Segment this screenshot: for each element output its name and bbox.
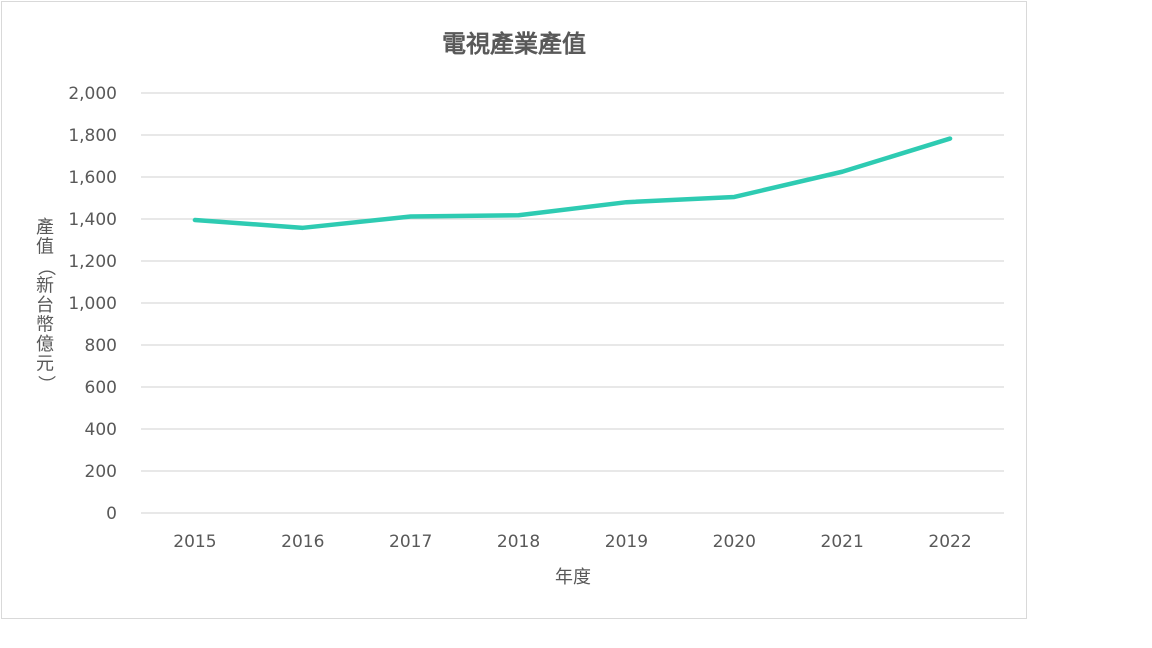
series-line: [192, 136, 953, 231]
y-axis-label-char: 幣: [36, 315, 54, 336]
chart-frame: [1, 1, 1027, 619]
y-axis-label-char: 元: [36, 354, 54, 375]
x-tick-label: 2016: [281, 532, 324, 552]
x-tick-label: 2020: [713, 532, 756, 552]
x-axis-ticks: 2015 2016 2017 2018 2019 2020 2021 2022: [173, 532, 971, 552]
y-axis-label-char: 值: [36, 237, 54, 258]
chart-title: 電視產業產值: [442, 30, 586, 58]
y-tick-label: 400: [85, 420, 117, 440]
x-tick-label: 2017: [389, 532, 432, 552]
y-tick-label: 1,200: [68, 252, 117, 272]
y-axis-ticks: 0 200 400 600 800 1,000 1,200 1,400 1,600 1,800 2,…: [68, 84, 117, 524]
y-tick-label: 1,400: [68, 210, 117, 230]
series-group: [192, 136, 953, 231]
y-axis-label-char: 新: [36, 276, 54, 297]
y-axis-label-char: ）: [35, 375, 56, 393]
x-tick-label: 2018: [497, 532, 540, 552]
y-tick-label: 200: [85, 462, 117, 482]
y-tick-label: 1,000: [68, 294, 117, 314]
y-axis-label-char: 億: [36, 334, 54, 355]
y-tick-label: 600: [85, 378, 117, 398]
y-tick-label: 800: [85, 336, 117, 356]
x-tick-label: 2019: [605, 532, 648, 552]
y-tick-label: 0: [106, 504, 117, 524]
y-axis-label-char: 產: [36, 217, 54, 238]
x-axis-label: 年度: [555, 567, 591, 588]
x-tick-label: 2015: [173, 532, 216, 552]
gridlines: [141, 92, 1004, 514]
y-axis-label-char: （: [35, 258, 56, 276]
x-tick-label: 2022: [928, 532, 971, 552]
y-axis-label-char: 台: [36, 295, 54, 316]
y-tick-label: 2,000: [68, 84, 117, 104]
x-tick-label: 2021: [821, 532, 864, 552]
y-tick-label: 1,600: [68, 168, 117, 188]
y-tick-label: 1,800: [68, 126, 117, 146]
